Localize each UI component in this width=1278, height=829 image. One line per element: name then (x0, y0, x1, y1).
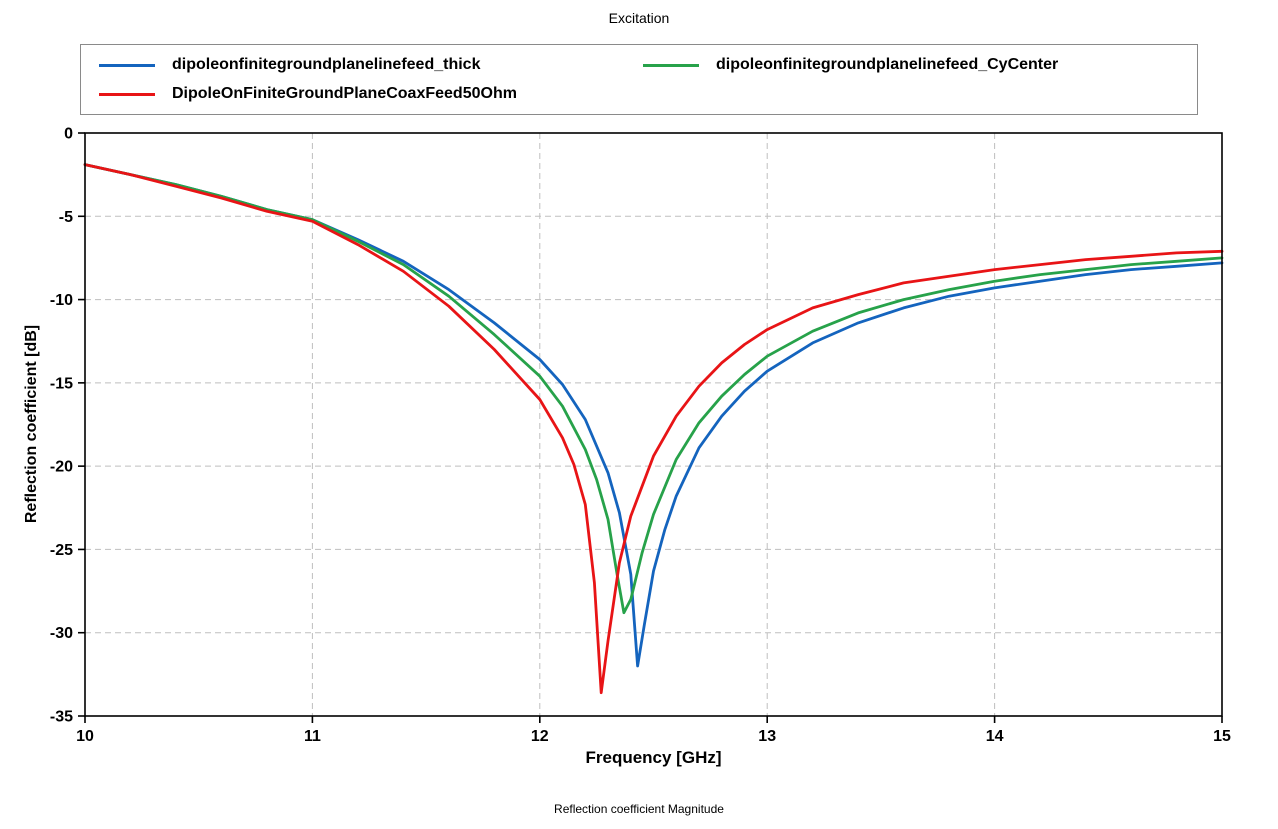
y-tick-label: -20 (50, 459, 73, 476)
legend-label: DipoleOnFiniteGroundPlaneCoaxFeed50Ohm (172, 85, 517, 102)
x-tick-label: 11 (304, 728, 321, 745)
legend-swatch (99, 63, 155, 67)
series-curve (83, 163, 1224, 668)
series-curve (83, 163, 1224, 615)
legend-swatch (643, 63, 699, 67)
y-tick-label: -10 (50, 292, 73, 309)
plot-frame (84, 132, 1223, 717)
y-tick-label: -25 (50, 542, 73, 559)
legend-item: dipoleonfinitegroundplanelinefeed_thick (99, 56, 635, 74)
x-tick-label: 12 (531, 728, 549, 745)
series-curve (83, 163, 1224, 695)
legend-item: dipoleonfinitegroundplanelinefeed_CyCent… (643, 56, 1179, 74)
x-tick-label: 13 (758, 728, 776, 745)
y-tick-label: -35 (50, 709, 73, 726)
y-tick-label: -5 (59, 209, 73, 226)
legend: dipoleonfinitegroundplanelinefeed_thick d… (80, 44, 1198, 115)
x-tick-label: 14 (986, 728, 1004, 745)
chart-caption: Reflection coefficient Magnitude (554, 802, 724, 816)
legend-item: DipoleOnFiniteGroundPlaneCoaxFeed50Ohm (99, 85, 635, 103)
legend-label: dipoleonfinitegroundplanelinefeed_CyCent… (716, 56, 1059, 73)
chart-title: Excitation (608, 10, 670, 26)
legend-swatch (99, 92, 155, 96)
y-tick-label: -15 (50, 375, 73, 392)
y-tick-label: -30 (50, 625, 73, 642)
y-tick-label: 0 (64, 126, 73, 143)
x-axis-title: Frequency [GHz] (585, 748, 722, 767)
legend-label: dipoleonfinitegroundplanelinefeed_thick (172, 56, 481, 73)
y-axis-title: Reflection coefficient [dB] (23, 324, 40, 524)
x-tick-label: 15 (1213, 728, 1231, 745)
x-tick-label: 10 (76, 728, 94, 745)
